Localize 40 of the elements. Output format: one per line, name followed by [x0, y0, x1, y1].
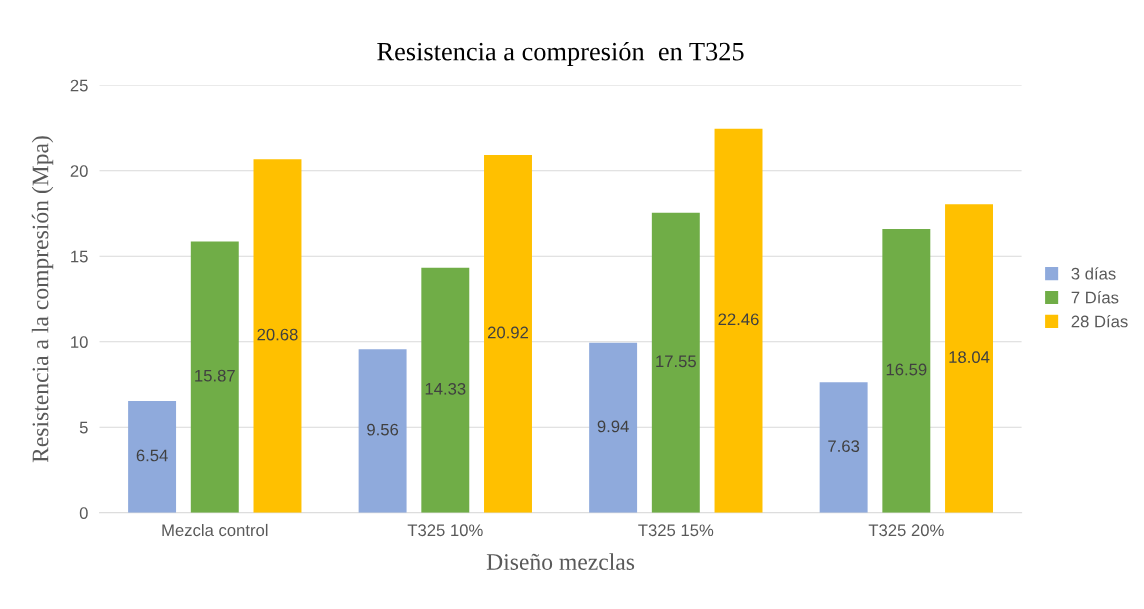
x-tick-label: T325 20%	[868, 524, 944, 537]
legend-label: 28 Días	[1071, 314, 1128, 328]
y-tick-label: 20	[70, 165, 88, 177]
data-label: 9.94	[597, 420, 629, 433]
data-label: 18.04	[949, 351, 990, 363]
bar	[714, 128, 763, 513]
bar	[190, 241, 239, 513]
y-tick-label: 25	[70, 79, 88, 92]
x-tick-label: T325 15%	[638, 524, 714, 537]
y-tick-label: 15	[71, 250, 88, 263]
bar	[358, 349, 407, 513]
bar	[589, 342, 638, 513]
data-label: 15.87	[195, 369, 235, 382]
data-label: 14.33	[425, 382, 466, 395]
bar	[819, 382, 868, 513]
bar	[253, 159, 302, 513]
bar	[651, 212, 700, 513]
bar	[945, 204, 994, 513]
data-label: 9.56	[367, 423, 399, 436]
y-tick-label: 10	[71, 336, 88, 348]
data-label: 17.55	[656, 355, 696, 368]
bar	[421, 267, 470, 513]
data-label: 7.63	[828, 440, 860, 453]
legend-label: 7 Días	[1071, 291, 1119, 304]
x-tick-label: T325 10%	[407, 524, 483, 537]
data-label: 20.92	[487, 326, 529, 339]
bar	[484, 155, 532, 513]
bar	[128, 400, 177, 513]
x-axis-title: Diseño mezclas	[486, 553, 635, 570]
legend-label: 3 días	[1071, 267, 1116, 280]
y-axis-title: Resistencia a la compresión (Mpa)	[31, 136, 54, 463]
y-tick-label: 0	[79, 507, 88, 519]
y-tick-label: 5	[79, 421, 88, 434]
data-label: 16.59	[886, 363, 927, 376]
data-label: 22.46	[718, 313, 759, 326]
bar	[882, 229, 931, 513]
chart-title: Resistencia a compresión en T325	[377, 41, 744, 66]
data-label: 20.68	[257, 328, 298, 341]
x-tick-label: Mezcla control	[162, 523, 268, 537]
data-label: 6.54	[136, 449, 168, 462]
